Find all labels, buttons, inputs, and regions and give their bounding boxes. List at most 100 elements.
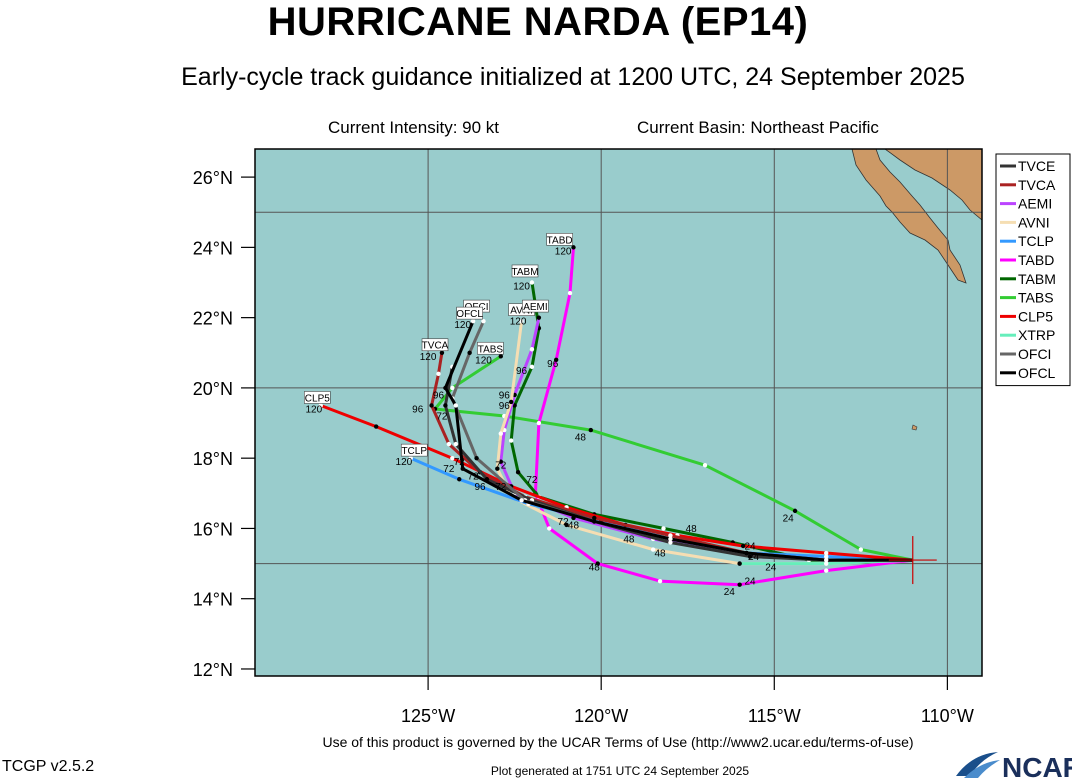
forecast-hour-label: 72 <box>526 475 538 486</box>
model-name-labels: TABDTABMOFCIOFCLAVNIAEMITABSTVCACLP5TCLP <box>304 233 573 457</box>
label-box-background <box>546 233 573 246</box>
track-point <box>668 533 673 538</box>
forecast-hour-label: 24 <box>783 513 795 524</box>
x-tick-label: 125°W <box>401 706 455 726</box>
terms-of-use: Use of this product is governed by the U… <box>322 734 914 750</box>
track-point <box>443 385 448 391</box>
track-point <box>553 357 559 362</box>
track-point <box>824 550 829 556</box>
model-label-box: OFCL <box>456 306 483 320</box>
label-box-background <box>522 299 549 313</box>
page-title: HURRICANE NARDA (EP14) <box>267 0 809 44</box>
legend-entry-tabs: TABS <box>1000 290 1054 306</box>
track-point <box>474 455 479 461</box>
forecast-hour-label: 96 <box>516 366 528 377</box>
track-point <box>744 550 749 556</box>
legend-entry-tabm: TABM <box>1000 271 1056 287</box>
forecast-hour-label: 24 <box>748 552 760 563</box>
track-point <box>436 371 441 377</box>
track-point <box>592 519 597 524</box>
axes: 125°W 120°W 115°W 110°W 12°N 14°N 16°N 18°N 20°N… <box>193 168 974 726</box>
forecast-hour-label: 48 <box>654 549 666 560</box>
legend-label: TCLP <box>1018 233 1054 249</box>
track-point <box>515 470 521 475</box>
legend-label: AEMI <box>1018 196 1052 212</box>
track-point <box>858 547 864 552</box>
track-line <box>320 404 913 562</box>
model-label-text: OFCL <box>456 309 483 320</box>
forecast-hour-label: 120 <box>513 282 530 293</box>
track-point <box>460 466 465 471</box>
forecast-hour-label: 72 <box>558 517 570 528</box>
y-tick-label: 16°N <box>193 519 233 539</box>
model-label-box: TABS <box>477 341 504 355</box>
track-point <box>529 347 535 352</box>
label-box-background <box>456 306 483 320</box>
model-label-text: TCLP <box>401 446 427 457</box>
forecast-hour-label: 72 <box>468 471 480 482</box>
forecast-hour-label: 24 <box>724 587 736 598</box>
generated-timestamp: Plot generated at 1751 UTC 24 September … <box>490 764 750 778</box>
track-point <box>592 515 597 521</box>
island-land <box>911 424 918 431</box>
track-point <box>657 578 663 584</box>
track-clp5 <box>318 403 913 562</box>
version-label: TCGP v2.5.2 <box>2 758 95 775</box>
track-point <box>508 438 514 443</box>
track-point <box>457 477 462 482</box>
label-box-background <box>511 264 539 278</box>
track-point <box>453 403 458 408</box>
forecast-hour-label: 48 <box>589 563 601 574</box>
legend-entry-tabd: TABD <box>1000 252 1054 268</box>
track-point <box>737 582 742 587</box>
legend: TVCE TVCA AEMI AVNI TCLP TABD TABM TABS CLP5 XTRP… <box>995 153 1071 387</box>
forecast-hour-label: 120 <box>306 405 323 416</box>
track-point <box>495 466 500 471</box>
track-point <box>450 455 455 461</box>
track-point <box>529 280 535 285</box>
model-label-text: AEMI <box>523 302 547 313</box>
track-point <box>792 508 798 514</box>
forecast-hour-label: 120 <box>454 320 471 331</box>
x-tick-label: 110°W <box>921 706 974 726</box>
current-position-marker <box>888 536 937 585</box>
legend-entry-ofcl: OFCL <box>1000 365 1056 381</box>
track-point <box>737 561 742 566</box>
model-label-box: TVCA <box>421 338 449 352</box>
forecast-hour-labels: 1201201201201201201201209696969696969696… <box>306 246 795 598</box>
track-point <box>498 459 503 464</box>
label-box-background <box>421 338 449 352</box>
label-box-background <box>304 391 331 404</box>
legend-entry-xtrp: XTRP <box>1000 327 1055 343</box>
y-tick-label: 24°N <box>193 238 233 258</box>
forecast-hour-label: 48 <box>686 524 698 535</box>
forecast-tracks <box>318 245 914 587</box>
track-point <box>373 424 379 429</box>
y-tick-label: 20°N <box>193 379 233 399</box>
track-point <box>740 543 746 549</box>
current-intensity: Current Intensity: 90 kt <box>328 118 500 137</box>
forecast-hour-label: 72 <box>495 461 507 472</box>
model-label-text: CLP5 <box>305 393 330 404</box>
plot-frame <box>254 148 983 677</box>
legend-label: TVCA <box>1018 177 1056 193</box>
model-label-text: TABD <box>547 235 573 246</box>
track-point <box>564 522 569 528</box>
label-box-background <box>477 341 504 355</box>
model-label-text: TABS <box>478 344 504 355</box>
forecast-hour-label: 96 <box>433 390 445 401</box>
legend-entry-aemi: AEMI <box>1000 196 1052 212</box>
current-basin: Current Basin: Northeast Pacific <box>637 118 879 137</box>
grid-lines <box>255 149 982 676</box>
track-point <box>536 315 542 320</box>
track-point <box>498 354 503 359</box>
page-subtitle: Early-cycle track guidance initialized a… <box>181 63 965 91</box>
model-label-text: AVNI <box>510 306 533 317</box>
track-point <box>824 557 829 563</box>
track-point <box>661 526 666 531</box>
track-point <box>512 403 517 408</box>
ncar-logo: NCAR <box>956 752 1072 780</box>
model-label-text: TVCA <box>422 341 449 352</box>
legend-label: CLP5 <box>1018 308 1053 324</box>
